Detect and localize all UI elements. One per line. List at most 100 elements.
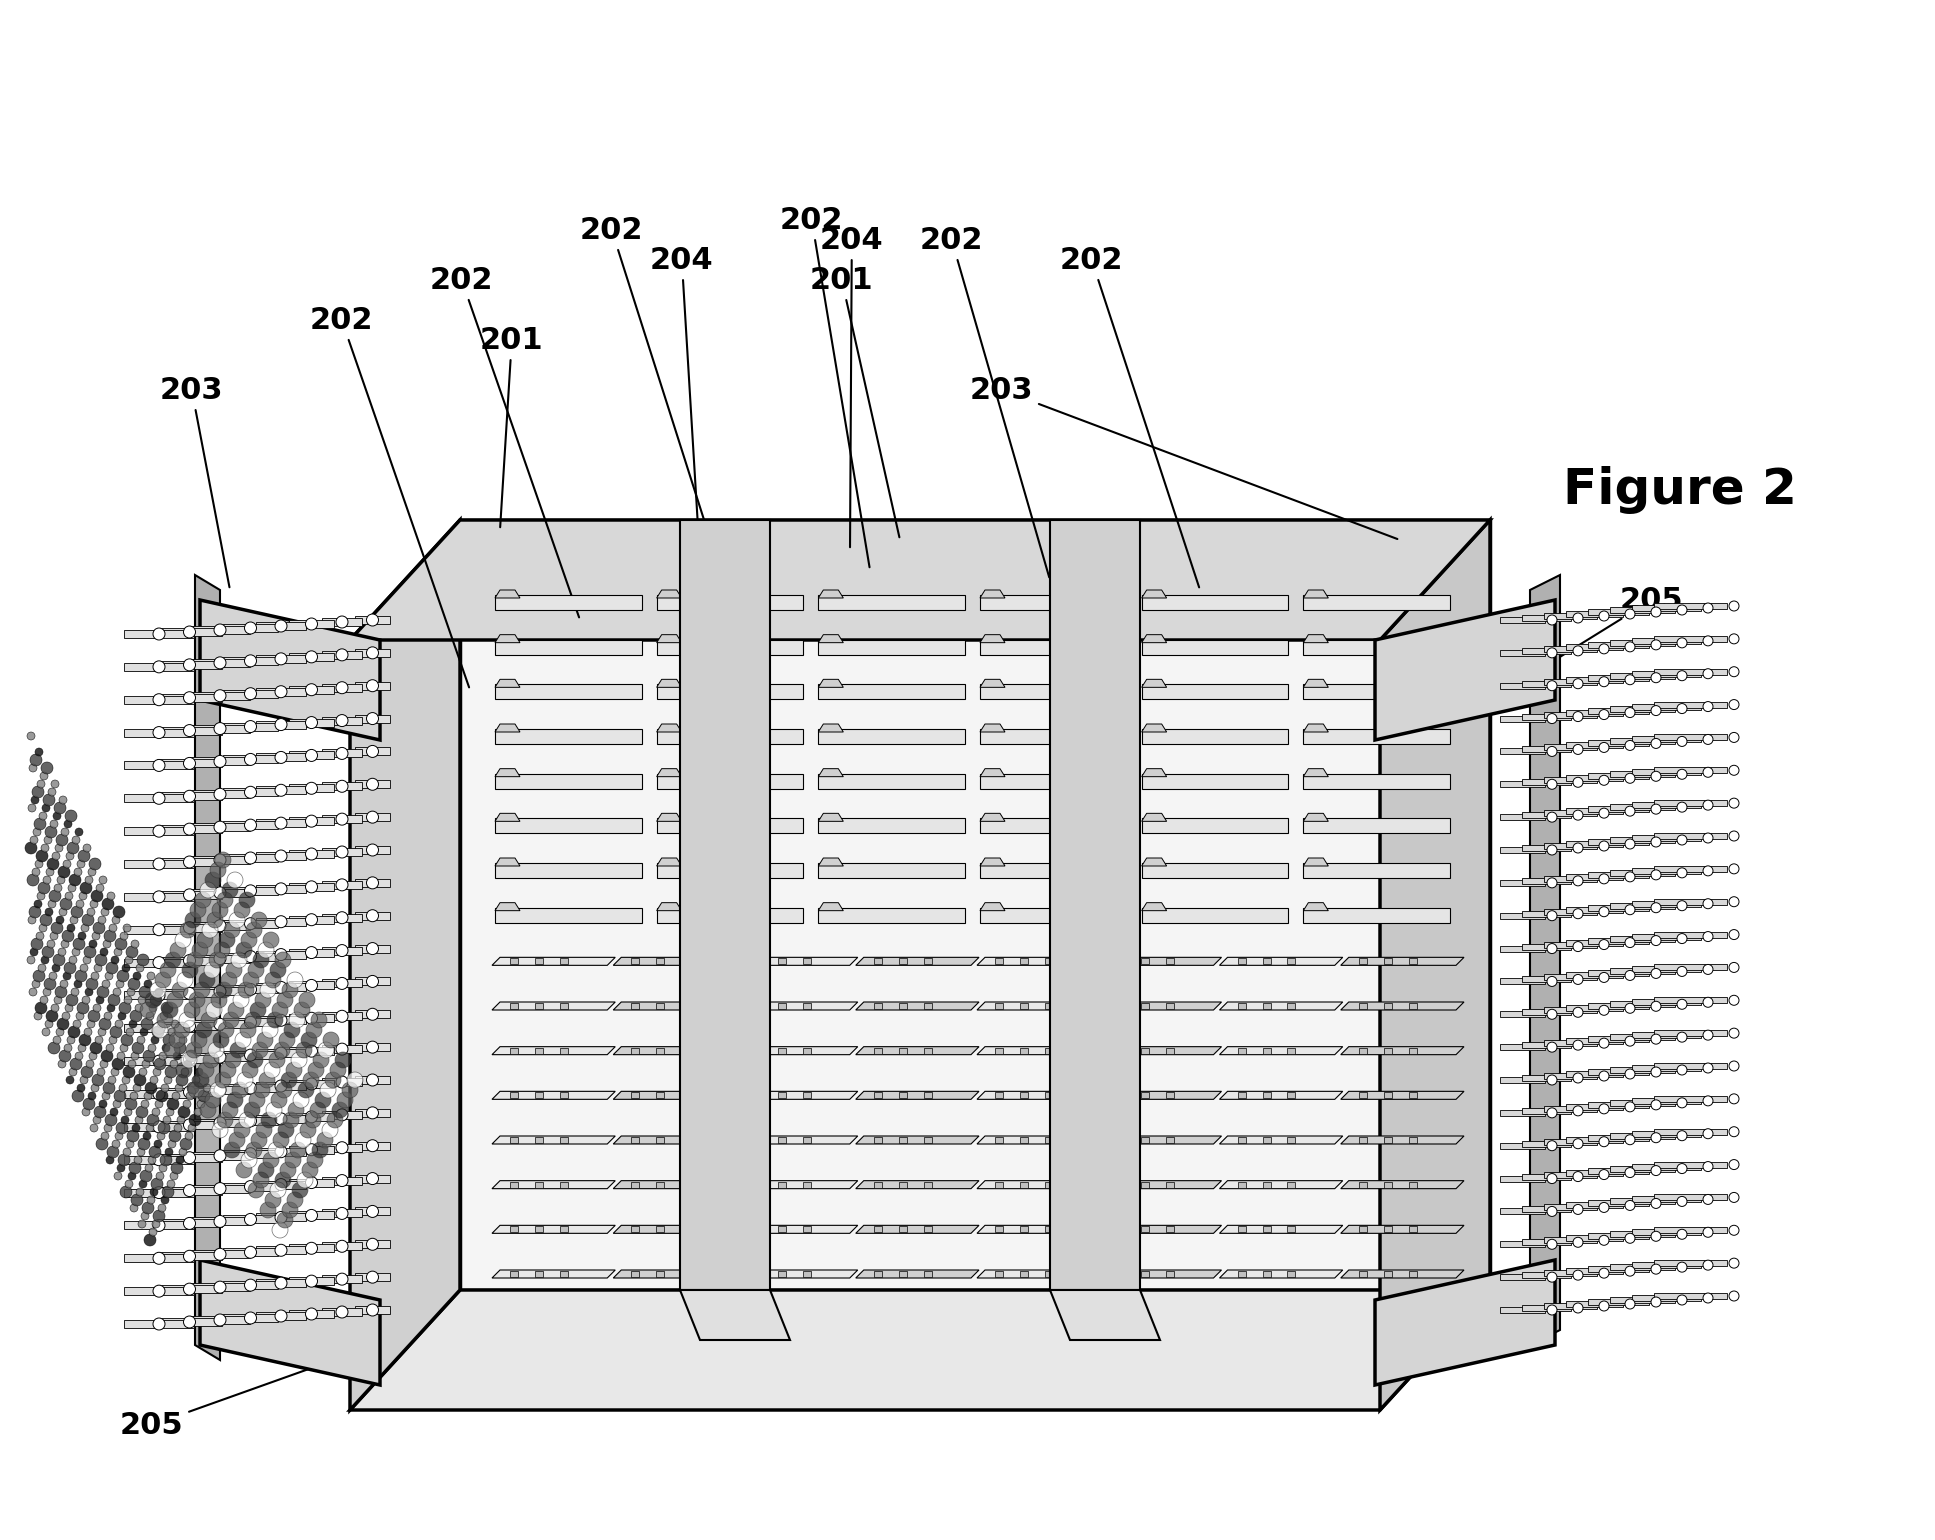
Polygon shape [1341, 1092, 1465, 1100]
Polygon shape [495, 594, 642, 610]
Polygon shape [898, 1270, 908, 1277]
Polygon shape [495, 679, 521, 687]
Circle shape [275, 685, 286, 698]
Circle shape [161, 962, 176, 978]
Circle shape [275, 981, 286, 993]
Circle shape [180, 922, 195, 938]
Polygon shape [1304, 818, 1449, 833]
Circle shape [70, 1069, 77, 1076]
Polygon shape [1020, 1137, 1027, 1143]
Polygon shape [255, 1115, 306, 1123]
Polygon shape [1631, 1263, 1701, 1267]
Circle shape [1625, 904, 1635, 915]
Polygon shape [1341, 1137, 1465, 1144]
Circle shape [1703, 636, 1712, 645]
Circle shape [337, 616, 348, 628]
Circle shape [203, 1084, 211, 1092]
Circle shape [1703, 668, 1712, 679]
Circle shape [215, 919, 226, 932]
Circle shape [1703, 702, 1712, 711]
Circle shape [275, 850, 286, 862]
Polygon shape [1654, 735, 1728, 741]
Circle shape [126, 1029, 134, 1036]
Polygon shape [124, 1024, 194, 1032]
Polygon shape [1500, 1274, 1544, 1280]
Circle shape [41, 844, 48, 852]
Polygon shape [321, 782, 362, 790]
Circle shape [87, 869, 97, 876]
Polygon shape [354, 978, 391, 986]
Polygon shape [124, 696, 194, 704]
Circle shape [101, 949, 108, 956]
Circle shape [1678, 1229, 1687, 1240]
Polygon shape [495, 768, 521, 776]
Circle shape [31, 938, 43, 950]
Polygon shape [1142, 639, 1289, 654]
Circle shape [1651, 607, 1660, 618]
Circle shape [170, 1172, 178, 1180]
Circle shape [215, 1084, 226, 1096]
Circle shape [153, 1087, 164, 1100]
Polygon shape [656, 907, 803, 922]
Circle shape [244, 1083, 257, 1093]
Polygon shape [354, 747, 391, 756]
Polygon shape [559, 1003, 569, 1009]
Circle shape [56, 835, 68, 845]
Polygon shape [321, 1078, 362, 1086]
Circle shape [27, 956, 35, 964]
Circle shape [151, 1076, 159, 1084]
Circle shape [176, 1116, 186, 1124]
Circle shape [1730, 896, 1740, 907]
Polygon shape [819, 728, 966, 744]
Circle shape [153, 661, 164, 673]
Circle shape [1598, 611, 1610, 621]
Circle shape [199, 1103, 217, 1118]
Circle shape [112, 1058, 124, 1070]
Polygon shape [1654, 636, 1728, 642]
Circle shape [290, 1052, 308, 1069]
Polygon shape [1631, 1098, 1701, 1104]
Polygon shape [321, 881, 362, 889]
Polygon shape [1045, 1137, 1053, 1143]
Polygon shape [1500, 847, 1544, 853]
Circle shape [124, 996, 132, 1004]
Circle shape [1651, 673, 1660, 682]
Circle shape [75, 829, 83, 836]
Circle shape [99, 1018, 110, 1030]
Circle shape [306, 1110, 317, 1123]
Polygon shape [1304, 907, 1449, 922]
Polygon shape [190, 1250, 250, 1258]
Polygon shape [1358, 1226, 1366, 1232]
Circle shape [139, 986, 151, 998]
Polygon shape [199, 1260, 379, 1384]
Polygon shape [1167, 1047, 1175, 1053]
Circle shape [99, 1100, 106, 1107]
Polygon shape [255, 654, 306, 662]
Circle shape [184, 987, 195, 999]
Circle shape [62, 829, 70, 836]
Circle shape [153, 1220, 161, 1227]
Polygon shape [223, 855, 279, 862]
Polygon shape [223, 690, 279, 698]
Circle shape [106, 892, 114, 899]
Circle shape [1678, 901, 1687, 910]
Polygon shape [1654, 1129, 1728, 1135]
Circle shape [1703, 1294, 1712, 1303]
Polygon shape [1287, 1226, 1296, 1232]
Polygon shape [255, 819, 306, 827]
Text: 202: 202 [1060, 245, 1200, 587]
Polygon shape [255, 688, 306, 696]
Circle shape [41, 762, 52, 775]
Circle shape [1573, 810, 1583, 821]
Polygon shape [977, 1137, 1101, 1144]
Circle shape [114, 1019, 124, 1029]
Circle shape [306, 618, 317, 630]
Polygon shape [656, 728, 803, 744]
Circle shape [265, 972, 281, 989]
Circle shape [81, 1107, 91, 1116]
Polygon shape [819, 639, 966, 654]
Polygon shape [753, 958, 760, 964]
Circle shape [99, 916, 106, 924]
Circle shape [1546, 878, 1558, 889]
Circle shape [41, 772, 48, 779]
